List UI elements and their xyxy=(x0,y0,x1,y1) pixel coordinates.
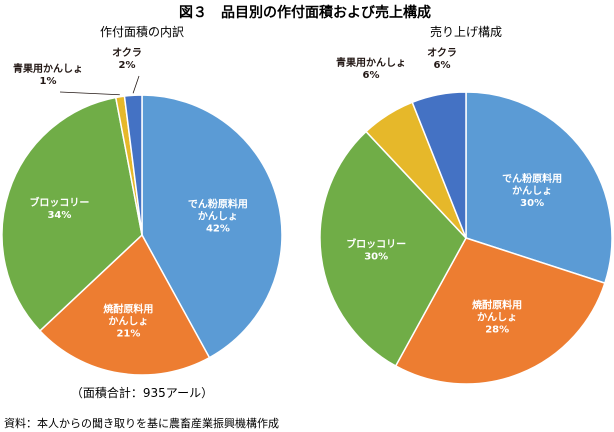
slice-label: オクラ 2% xyxy=(112,47,142,71)
slice-label: 焼酎原料用かんしょ 28% xyxy=(472,299,522,336)
slice-label: でん粉原料用かんしょ 30% xyxy=(502,172,562,209)
slice-label: でん粉原料用かんしょ 42% xyxy=(188,198,248,235)
chart-1-title: 作付面積の内訳 xyxy=(100,24,184,39)
pie-slice xyxy=(465,91,613,285)
pie-slice xyxy=(411,91,467,239)
slice-label: ブロッコリー 30% xyxy=(346,237,406,262)
pie-slice xyxy=(38,233,211,376)
slice-label: 青果用かんしょ 6% xyxy=(336,56,406,81)
pie-slice xyxy=(1,96,143,332)
leader-line xyxy=(59,91,120,96)
leader-line xyxy=(132,75,140,94)
slice-label: 焼酎原料用かんしょ 21% xyxy=(103,303,153,340)
slice-label: 青果用かんしょ 1% xyxy=(13,62,83,87)
pie-slice xyxy=(394,237,606,385)
pie-chart-sales: でん粉原料用かんしょ 30% 焼酎原料用かんしょ 28% ブロッコリー 30% 青果用かんし… xyxy=(319,47,613,385)
source-note: 資料：本人からの聞き取りを基に農畜産業振興機構作成 xyxy=(4,416,279,430)
slice-label: ブロッコリー 34% xyxy=(29,196,89,221)
pie-slice xyxy=(319,130,467,367)
area-total-note: （面積合計：935アール） xyxy=(71,385,213,400)
pie-chart-planting-area: でん粉原料用かんしょ 42% 焼酎原料用かんしょ 21% ブロッコリー 34% 青果用かんし… xyxy=(1,47,283,376)
figure-title: 図３ 品目別の作付面積および売上構成 xyxy=(179,4,431,21)
pie-slice xyxy=(123,94,143,236)
slice-label: オクラ 6% xyxy=(427,47,457,71)
chart-2-title: 売り上げ構成 xyxy=(430,24,502,39)
pie-slice xyxy=(141,94,283,359)
